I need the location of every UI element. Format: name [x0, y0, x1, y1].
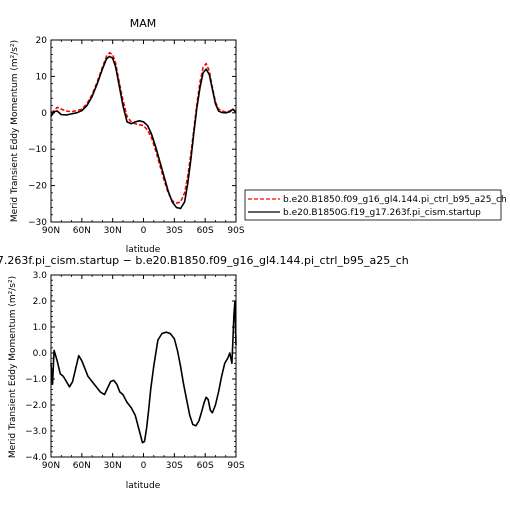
bottom-y-tick-label: 1.0: [33, 323, 48, 333]
top-x-tick-label: 0: [141, 226, 147, 236]
bottom-y-tick-label: 0.0: [33, 349, 48, 359]
top-series-line-0: [50, 51, 237, 204]
bottom-y-tick-label: −1.0: [25, 375, 47, 385]
top-y-tick-label: 0: [41, 109, 47, 119]
bottom-y-tick-label: −2.0: [25, 401, 47, 411]
top-x-tick-label: 30N: [104, 226, 122, 236]
legend-label-cism: b.e20.B1850G.f19_g17.263f.pi_cism.startu…: [283, 208, 481, 218]
top-x-axis-label: latitude: [126, 245, 161, 255]
bottom-x-tick-label: 90N: [42, 461, 60, 471]
top-panel: MAM latitude Merid Transient Eddy Moment…: [10, 17, 245, 255]
bottom-x-tick-label: 0: [141, 461, 147, 471]
top-y-tick-label: −10: [28, 145, 47, 155]
bottom-series-line-0: [50, 300, 237, 444]
bottom-x-tick-label: 30N: [104, 461, 122, 471]
top-y-tick-label: 10: [36, 72, 48, 82]
top-x-tick-label: 90N: [42, 226, 60, 236]
top-chart-title: MAM: [130, 17, 157, 30]
bottom-y-axis-label: Merid Transient Eddy Momentum (m²/s²): [8, 276, 18, 458]
bottom-x-tick-label: 60S: [197, 461, 214, 471]
top-x-tick-label: 60S: [197, 226, 214, 236]
bottom-x-tick-label: 60N: [73, 461, 91, 471]
bottom-plot-frame: [50, 274, 237, 458]
bottom-panel: b.e20.B1850G.f19_g17.263f.pi_cism.startu…: [0, 254, 409, 491]
bottom-x-tick-label: 30S: [166, 461, 183, 471]
top-y-tick-label: −30: [28, 218, 47, 228]
top-x-tick-label: 90S: [227, 226, 244, 236]
legend: b.e20.B1850.f09_g16_gl4.144.pi_ctrl_b95_…: [244, 189, 507, 221]
top-x-tick-label: 30S: [166, 226, 183, 236]
bottom-y-tick-label: 2.0: [33, 297, 48, 307]
bottom-y-tick-label: −4.0: [25, 453, 47, 463]
top-y-tick-label: 20: [36, 36, 48, 46]
bottom-y-tick-label: −3.0: [25, 427, 47, 437]
bottom-x-tick-label: 90S: [227, 461, 244, 471]
top-x-tick-label: 60N: [73, 226, 91, 236]
bottom-x-axis-label: latitude: [126, 481, 161, 491]
top-y-axis-label: Merid Transient Eddy Momentum (m²/s²): [10, 40, 20, 222]
bottom-chart-title: b.e20.B1850G.f19_g17.263f.pi_cism.startu…: [0, 254, 409, 267]
legend-label-control: b.e20.B1850.f09_g16_gl4.144.pi_ctrl_b95_…: [283, 195, 507, 205]
top-y-tick-label: −20: [28, 182, 47, 192]
legend-box: [244, 189, 502, 221]
bottom-y-tick-label: 3.0: [33, 271, 48, 281]
top-series-line-1: [50, 55, 237, 210]
